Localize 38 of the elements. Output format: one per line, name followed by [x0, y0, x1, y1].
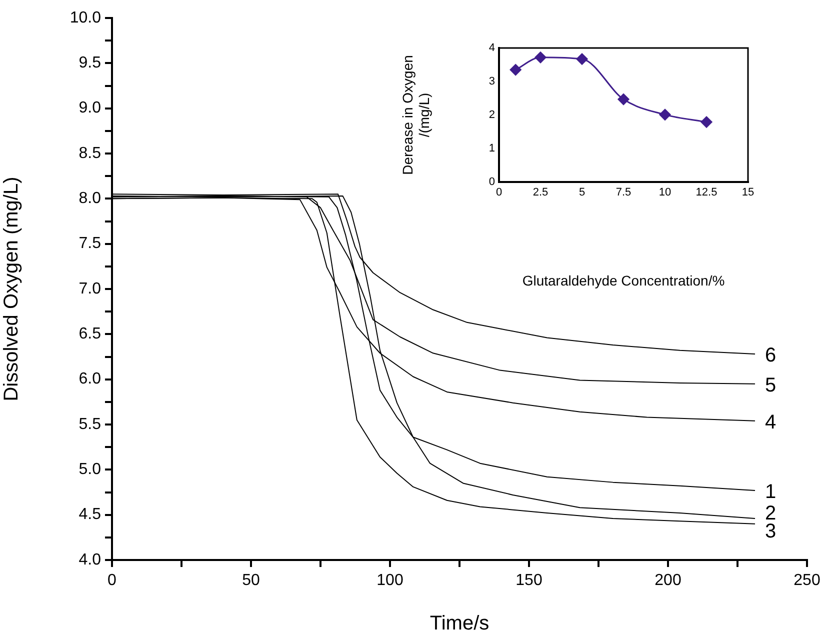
x-tick-label: 15 [742, 186, 754, 199]
x-tick-label: 150 [516, 572, 542, 590]
y-tick-label: 7.0 [78, 280, 102, 298]
y-tick-label: 4.5 [78, 506, 102, 524]
x-tick-label: 10 [658, 186, 672, 199]
y-tick-label: 5.0 [78, 461, 102, 478]
y-tick-label: 8.5 [78, 144, 102, 162]
x-tick-label: 250 [794, 572, 820, 590]
y-tick-label: 6.0 [78, 370, 102, 388]
y-tick-label: 9.5 [78, 54, 102, 72]
x-tick-label: 5 [578, 186, 586, 199]
y-axis-title: Dissolved Oxygen (mg/L) [0, 176, 23, 402]
y-tick-label: 4 [488, 42, 495, 54]
series-label: 1 [765, 480, 776, 503]
y-tick-label: 4.0 [78, 551, 102, 568]
y-axis-title: Derease in Oxygen /(mg/L) [399, 55, 432, 175]
series-label: 5 [765, 374, 776, 396]
y-tick-label: 8.0 [78, 190, 102, 208]
y-tick-label: 0 [488, 176, 495, 188]
y-tick-label: 9.0 [78, 100, 102, 117]
y-tick-label: 7.5 [78, 235, 102, 252]
series-label: 6 [765, 344, 776, 367]
x-axis-title: Time/s [430, 612, 490, 635]
y-tick-label: 2 [488, 109, 495, 122]
x-tick-label: 0 [108, 572, 117, 590]
x-tick-label: 12.5 [696, 186, 718, 199]
y-tick-label: 1 [488, 142, 495, 155]
x-tick-label: 100 [376, 572, 404, 590]
x-tick-label: 2.5 [532, 186, 548, 199]
series-label: 4 [765, 411, 776, 434]
y-tick-label: 3 [488, 76, 495, 88]
x-tick-label: 50 [242, 572, 260, 590]
y-tick-label: 6.5 [78, 326, 102, 343]
x-tick-label: 200 [654, 572, 682, 590]
x-axis-title: Glutaraldehyde Concentration/% [522, 272, 725, 288]
y-tick-label: 10.0 [70, 9, 102, 26]
y-tick-label: 5.5 [78, 416, 102, 433]
x-tick-label: 7.5 [616, 186, 632, 199]
